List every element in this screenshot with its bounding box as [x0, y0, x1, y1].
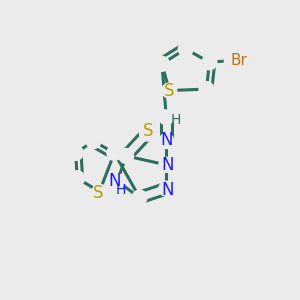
Circle shape: [110, 174, 125, 189]
Text: N: N: [162, 181, 174, 199]
Circle shape: [159, 134, 174, 148]
Text: N: N: [162, 156, 174, 174]
Circle shape: [202, 55, 217, 70]
Text: N: N: [108, 172, 121, 190]
Circle shape: [70, 171, 85, 186]
Circle shape: [178, 41, 193, 56]
Circle shape: [224, 52, 241, 69]
Text: Br: Br: [230, 53, 247, 68]
Circle shape: [132, 190, 147, 205]
Circle shape: [199, 82, 214, 97]
Circle shape: [107, 146, 122, 160]
Circle shape: [154, 56, 169, 71]
Text: N: N: [160, 131, 172, 149]
Circle shape: [92, 184, 107, 199]
Circle shape: [159, 181, 174, 196]
Circle shape: [68, 146, 83, 160]
Circle shape: [140, 126, 154, 141]
Circle shape: [119, 148, 134, 164]
Circle shape: [159, 158, 174, 172]
Circle shape: [86, 134, 101, 148]
Text: S: S: [93, 184, 103, 202]
Circle shape: [159, 110, 174, 125]
Circle shape: [162, 83, 177, 98]
Text: H: H: [171, 113, 181, 127]
Text: S: S: [164, 82, 175, 100]
Text: S: S: [143, 122, 154, 140]
Text: H: H: [116, 182, 126, 197]
